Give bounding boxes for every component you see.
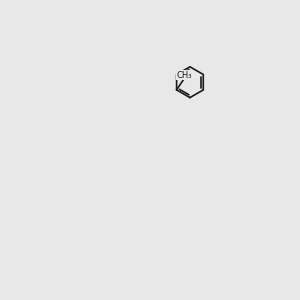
Text: CH₃: CH₃ (177, 71, 192, 80)
